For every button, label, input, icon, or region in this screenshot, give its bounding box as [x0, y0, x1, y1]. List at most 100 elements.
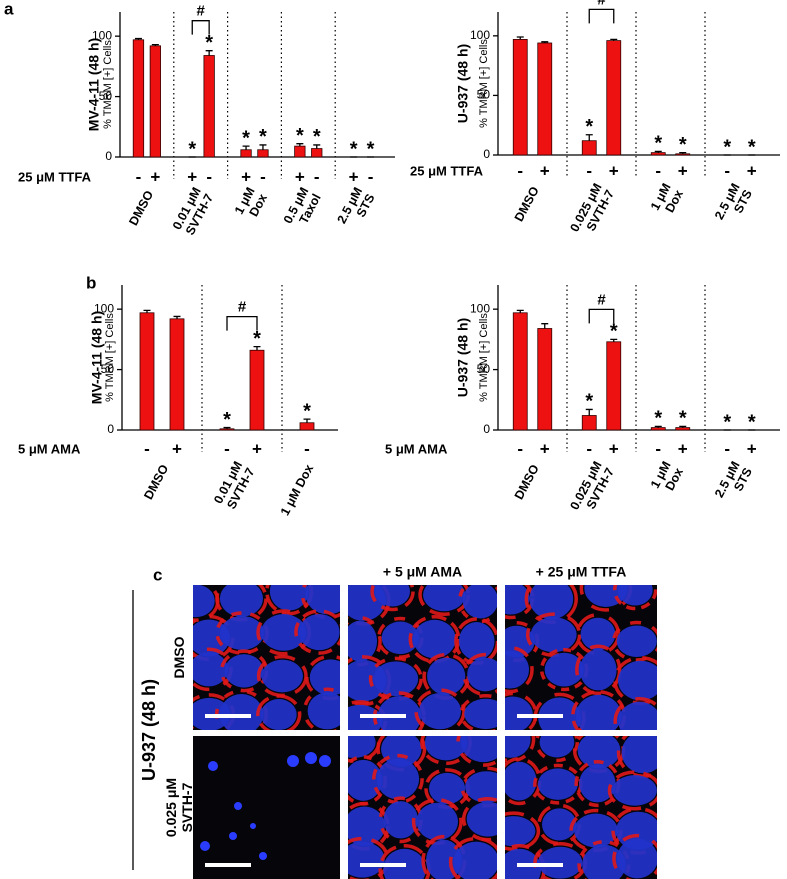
- error-bar: [654, 150, 662, 153]
- group-label: 1 μMDox: [648, 181, 686, 219]
- nucleus: [381, 621, 419, 655]
- nucleus: [305, 585, 340, 615]
- panel-label: a: [4, 0, 14, 18]
- treatment-sign: +: [678, 161, 688, 180]
- treatment-sign: +: [349, 167, 359, 186]
- mitochondria: [256, 694, 302, 730]
- bracket-label: #: [197, 3, 206, 20]
- nucleus: [577, 736, 621, 769]
- y-tick-label: 100: [94, 301, 114, 315]
- nucleus: [542, 808, 577, 841]
- mitochondria: [613, 697, 657, 730]
- error-bar: [205, 50, 213, 56]
- bar: [581, 415, 597, 431]
- bar: [149, 45, 161, 158]
- nucleus: [348, 759, 383, 801]
- nucleus: [419, 693, 462, 730]
- error-bar: [679, 425, 687, 428]
- nucleus: [465, 771, 497, 803]
- mitochondria: [459, 694, 497, 730]
- error-bar: [516, 36, 524, 40]
- group-label: 0.025 μMSVTH-7: [568, 181, 618, 241]
- row-label: 0.025 μMSVTH-7: [163, 778, 195, 837]
- bar: [512, 312, 528, 431]
- nucleus: [373, 661, 419, 697]
- mitochondria: [302, 687, 340, 730]
- treatment-sign: -: [655, 161, 661, 180]
- significance-star: *: [585, 116, 593, 138]
- treatment-sign: +: [747, 161, 757, 180]
- nucleus: [574, 813, 618, 848]
- nucleus: [538, 846, 583, 879]
- cells: [348, 585, 497, 730]
- significance-star: *: [259, 126, 267, 148]
- bar: [139, 312, 155, 431]
- bar: [512, 39, 528, 156]
- error-bar: [610, 38, 618, 41]
- significance-star: *: [723, 411, 731, 433]
- nucleus: [612, 775, 657, 806]
- significance-star: *: [350, 138, 358, 160]
- error-bar: [242, 145, 250, 150]
- mitochondria: [534, 736, 580, 763]
- error-bar: [143, 309, 151, 313]
- nucleus: [461, 736, 497, 763]
- apoptotic-body: [319, 755, 331, 767]
- mitochondria: [612, 585, 657, 611]
- group-label: DMSO: [126, 188, 156, 228]
- nucleus: [383, 801, 419, 839]
- micrograph: [505, 585, 657, 730]
- mitochondria: [612, 833, 657, 879]
- apoptotic-body: [208, 761, 218, 771]
- nucleus: [538, 697, 581, 730]
- nucleus: [348, 736, 376, 758]
- treatment-sign: -: [586, 161, 592, 180]
- nucleus: [193, 652, 228, 687]
- bracket-label: #: [597, 0, 606, 8]
- treatment-sign: -: [586, 439, 592, 458]
- nucleus: [505, 650, 530, 689]
- apoptotic-body: [305, 752, 317, 764]
- significance-star: *: [610, 321, 618, 343]
- mitochondria: [294, 609, 340, 655]
- y-axis-label: % TMRM [+] Cells: [478, 39, 490, 128]
- nucleus: [537, 768, 578, 800]
- treatment-label: 25 μM TTFA: [18, 169, 92, 184]
- error-bar: [223, 426, 231, 429]
- significance-star: *: [748, 411, 756, 433]
- significance-star: *: [242, 127, 250, 149]
- significance-star: *: [679, 134, 687, 156]
- mitochondria: [370, 585, 415, 612]
- column-header: + 5 μM AMA: [383, 564, 462, 580]
- apoptotic-body: [229, 832, 237, 840]
- nucleus: [618, 660, 657, 701]
- bar: [240, 149, 252, 158]
- row-label: DMSO: [171, 636, 187, 678]
- group-label: 0.5 μMTaxol: [281, 185, 324, 233]
- cells: [348, 736, 497, 879]
- micrograph: [348, 585, 497, 730]
- error-bar: [541, 41, 549, 43]
- nucleus: [261, 614, 307, 651]
- group-label: 0.025 μMSVTH-7: [568, 459, 618, 519]
- bar: [311, 148, 323, 158]
- y-tick-label: 100: [470, 28, 490, 42]
- column-header: + 25 μM TTFA: [536, 564, 627, 580]
- group-label: 1 μM Dox: [278, 462, 316, 518]
- nucleus: [505, 696, 533, 730]
- nucleus: [375, 585, 410, 607]
- nucleus: [618, 701, 657, 730]
- treatment-sign: -: [144, 439, 150, 458]
- nucleus: [616, 625, 657, 657]
- group-label: DMSO: [512, 184, 542, 224]
- cells: [505, 736, 657, 879]
- significance-star: *: [296, 125, 304, 147]
- nucleus: [428, 772, 466, 805]
- y-tick-label: 50: [477, 88, 491, 102]
- bar: [537, 328, 553, 431]
- mitochondria: [462, 652, 497, 697]
- error-bar: [151, 43, 159, 46]
- nucleus: [464, 698, 497, 730]
- nucleus: [348, 841, 385, 878]
- y-tick-label: 0: [483, 147, 490, 161]
